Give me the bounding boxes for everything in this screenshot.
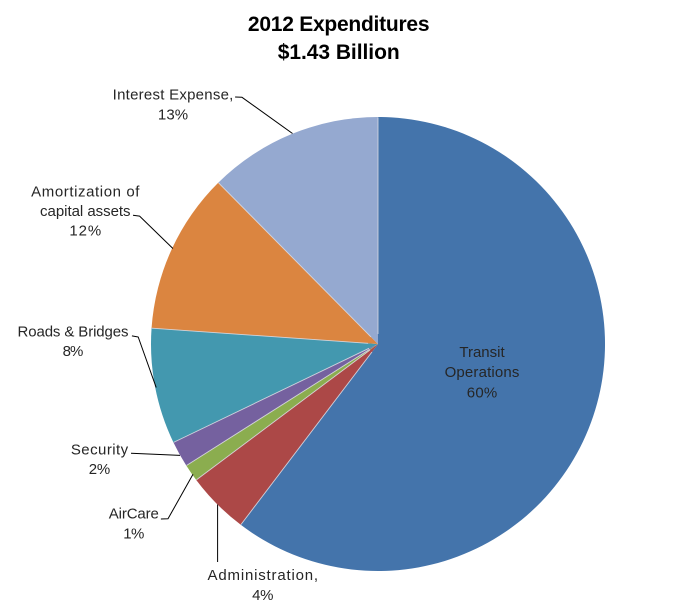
svg-text:4%: 4% xyxy=(252,587,273,604)
svg-text:Transit: Transit xyxy=(459,344,505,361)
svg-text:capital assets: capital assets xyxy=(40,203,131,220)
svg-text:Roads & Bridges: Roads & Bridges xyxy=(18,324,129,341)
svg-text:AirCare: AirCare xyxy=(109,505,159,522)
svg-text:Amortization of: Amortization of xyxy=(31,184,140,201)
svg-text:2%: 2% xyxy=(89,461,110,478)
svg-text:$1.43 Billion: $1.43 Billion xyxy=(278,41,400,64)
svg-text:13%: 13% xyxy=(158,106,188,123)
svg-text:1%: 1% xyxy=(123,526,144,543)
svg-text:2012 Expenditures: 2012 Expenditures xyxy=(248,13,430,36)
svg-text:8%: 8% xyxy=(63,343,84,360)
svg-text:Operations: Operations xyxy=(445,364,520,381)
svg-text:Administration,: Administration, xyxy=(208,567,319,584)
svg-text:Interest Expense,: Interest Expense, xyxy=(113,87,234,104)
svg-text:60%: 60% xyxy=(467,385,498,402)
svg-text:Security: Security xyxy=(71,441,129,458)
svg-text:12%: 12% xyxy=(69,222,101,239)
